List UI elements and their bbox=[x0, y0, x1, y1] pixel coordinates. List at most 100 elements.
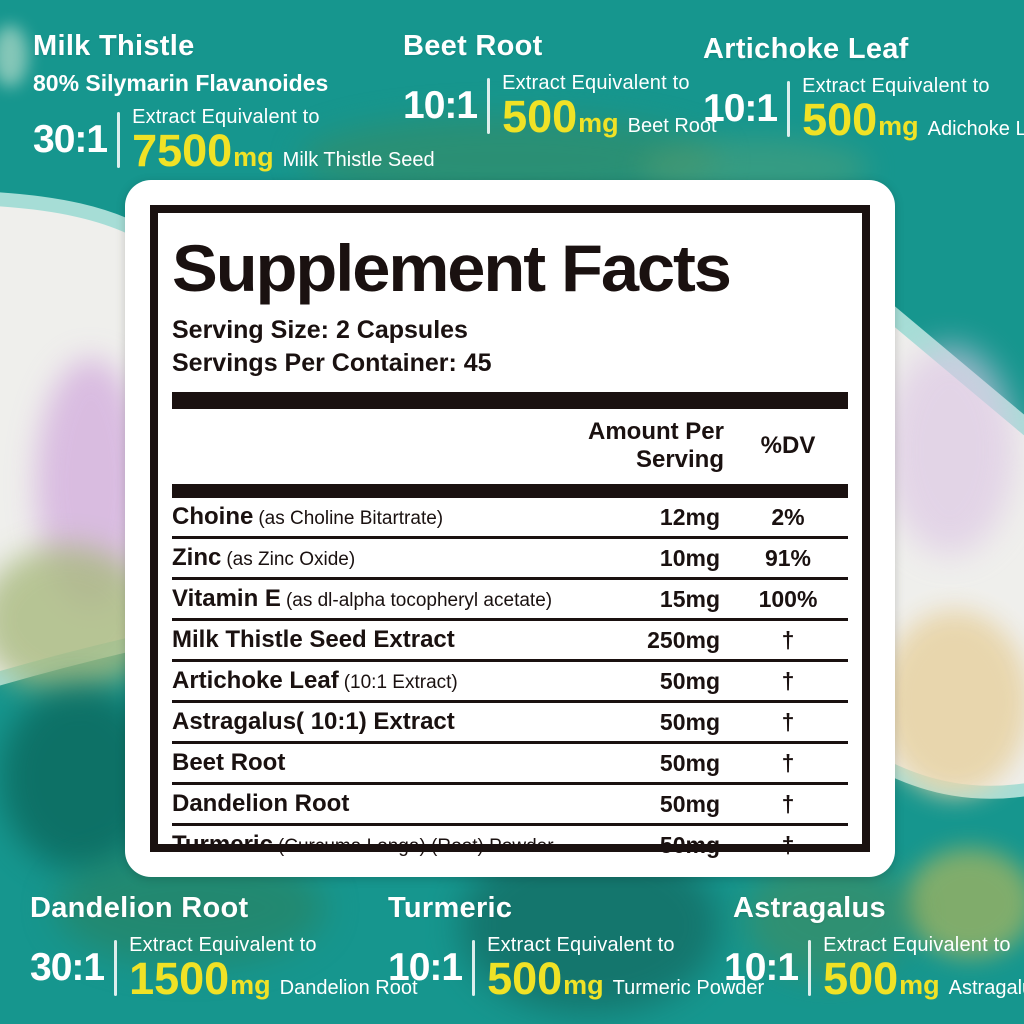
callout-extract-row: 30:1 Extract Equivalent to 1500 mg Dande… bbox=[30, 934, 418, 1001]
callout-astragalus: Astragalus 10:1 Extract Equivalent to 50… bbox=[724, 892, 1024, 1001]
divider-bar-mid bbox=[172, 484, 848, 499]
extract-amount-line: 1500 mg Dandelion Root bbox=[129, 956, 417, 1001]
ingredient-dv: † bbox=[781, 667, 795, 694]
ingredient-name: Vitamin E bbox=[172, 585, 281, 613]
ingredient-dv: 2% bbox=[771, 503, 805, 530]
ingredient-detail: (as dl-alpha tocopheryl acetate) bbox=[285, 590, 553, 612]
ingredient-row-turmeric: Turmeric (Curcuma Longa) (Root) Powder 50… bbox=[172, 823, 848, 864]
callout-title: Turmeric bbox=[388, 892, 513, 924]
ingredient-row-artichoke: Artichoke Leaf (10:1 Extract) 50mg † bbox=[172, 659, 848, 700]
extract-unit: mg bbox=[233, 142, 274, 172]
extract-amount: 500 bbox=[502, 91, 578, 142]
column-header-row: Amount Per Serving %DV bbox=[172, 409, 848, 484]
ingredient-dv: † bbox=[781, 790, 795, 817]
extract-amount: 7500 bbox=[132, 125, 233, 176]
extract-unit: mg bbox=[230, 970, 271, 1000]
extract-equivalent-label: Extract Equivalent to bbox=[487, 934, 675, 956]
blurred-greens-bottom-mid-right bbox=[745, 858, 915, 978]
ratio-divider-line bbox=[808, 939, 812, 996]
extract-ratio: 30:1 bbox=[33, 118, 108, 161]
ingredient-amount: 50mg bbox=[659, 831, 720, 858]
ingredient-name: Dandelion Root bbox=[172, 790, 350, 818]
ratio-divider-line bbox=[472, 939, 476, 996]
ingredient-amount: 50mg bbox=[659, 790, 720, 817]
callout-artichoke-leaf: Artichoke Leaf 10:1 Extract Equivalent t… bbox=[703, 33, 1024, 142]
callout-turmeric: Turmeric 10:1 Extract Equivalent to 500 … bbox=[388, 892, 764, 1001]
ingredient-amount: 250mg bbox=[647, 626, 720, 653]
extract-ratio: 10:1 bbox=[703, 87, 778, 130]
extract-amount: 500 bbox=[823, 953, 899, 1004]
extract-source: Milk Thistle Seed bbox=[282, 149, 435, 171]
column-header-amount: Amount Per Serving bbox=[587, 418, 724, 474]
callout-extract-row: 10:1 Extract Equivalent to 500 mg Astrag… bbox=[724, 934, 1024, 1001]
ingredient-name: Artichoke Leaf bbox=[172, 667, 339, 695]
extract-unit: mg bbox=[578, 108, 619, 138]
ingredient-amount: 50mg bbox=[659, 749, 720, 776]
ingredient-dv: 91% bbox=[764, 544, 812, 571]
extract-source: Beet Root bbox=[627, 115, 717, 137]
callout-extract-row: 10:1 Extract Equivalent to 500 mg Turmer… bbox=[388, 934, 764, 1001]
ingredient-name: Astragalus( 10:1) Extract bbox=[172, 708, 455, 736]
extract-ratio: 10:1 bbox=[388, 946, 463, 989]
extract-equivalent-label: Extract Equivalent to bbox=[129, 934, 317, 956]
supplement-facts-frame: Supplement Facts Serving Size: 2 Capsule… bbox=[150, 205, 870, 858]
ingredient-name: Turmeric bbox=[172, 831, 273, 859]
extract-amount-line: 500 mg Turmeric Powder bbox=[487, 956, 764, 1001]
servings-per-container: Servings Per Container: 45 bbox=[172, 348, 492, 377]
callout-title: Dandelion Root bbox=[30, 892, 249, 924]
extract-equivalent-label: Extract Equivalent to bbox=[132, 106, 320, 128]
ingredient-dv: † bbox=[781, 831, 795, 858]
ingredient-row-milk-thistle: Milk Thistle Seed Extract 250mg † bbox=[172, 618, 848, 659]
extract-ratio: 10:1 bbox=[724, 946, 799, 989]
ingredient-row-zinc: Zinc (as Zinc Oxide) 10mg 91% bbox=[172, 536, 848, 577]
callout-title: Astragalus bbox=[733, 892, 886, 924]
ingredient-name: Beet Root bbox=[172, 749, 286, 777]
ingredient-amount: 12mg bbox=[659, 503, 720, 530]
callout-milk-thistle: Milk Thistle 80% Silymarin Flavanoides 3… bbox=[33, 30, 435, 173]
ingredient-dv: † bbox=[781, 749, 795, 776]
callout-extract-row: 10:1 Extract Equivalent to 500 mg Adicho… bbox=[703, 75, 1024, 142]
extract-unit: mg bbox=[899, 970, 940, 1000]
blurred-leaf-bottom-right bbox=[905, 848, 1024, 958]
extract-amount-line: 500 mg Adichoke Leaf bbox=[802, 97, 1024, 142]
extract-equivalent-block: Extract Equivalent to 1500 mg Dandelion … bbox=[129, 934, 417, 1001]
ingredient-name-cell: Beet Root bbox=[172, 749, 558, 777]
supplement-facts-title: Supplement Facts bbox=[172, 231, 732, 305]
ingredient-row-beet-root: Beet Root 50mg † bbox=[172, 741, 848, 782]
extract-equivalent-block: Extract Equivalent to 500 mg Beet Root bbox=[502, 72, 717, 139]
ingredient-dv: † bbox=[781, 626, 795, 653]
ingredient-name-cell: Artichoke Leaf (10:1 Extract) bbox=[172, 667, 558, 695]
extract-source: Adichoke Leaf bbox=[927, 118, 1024, 140]
ingredient-amount: 50mg bbox=[659, 667, 720, 694]
extract-equivalent-label: Extract Equivalent to bbox=[502, 72, 690, 94]
ingredient-name-cell: Milk Thistle Seed Extract bbox=[172, 626, 558, 654]
column-header-dv: %DV bbox=[760, 432, 816, 460]
serving-size: Serving Size: 2 Capsules bbox=[172, 316, 468, 345]
extract-amount: 500 bbox=[487, 953, 563, 1004]
ingredient-name: Choine bbox=[172, 503, 254, 531]
blurred-highlight-top-left bbox=[0, 25, 28, 87]
extract-source: Dandelion Root bbox=[279, 977, 418, 999]
extract-equivalent-block: Extract Equivalent to 7500 mg Milk Thist… bbox=[132, 106, 435, 173]
ingredient-row-dandelion: Dandelion Root 50mg † bbox=[172, 782, 848, 823]
extract-amount: 1500 bbox=[129, 953, 230, 1004]
ratio-divider-line bbox=[114, 939, 118, 996]
ingredient-row-vitamin-e: Vitamin E (as dl-alpha tocopheryl acetate… bbox=[172, 577, 848, 618]
extract-unit: mg bbox=[563, 970, 604, 1000]
ingredient-amount: 50mg bbox=[659, 708, 720, 735]
blurred-flower-right bbox=[885, 345, 1015, 555]
ingredient-name-cell: Dandelion Root bbox=[172, 790, 558, 818]
ingredient-amount: 15mg bbox=[659, 585, 720, 612]
extract-equivalent-block: Extract Equivalent to 500 mg Turmeric Po… bbox=[487, 934, 764, 1001]
ratio-divider-line bbox=[787, 80, 791, 137]
callout-extract-row: 30:1 Extract Equivalent to 7500 mg Milk … bbox=[33, 106, 435, 173]
ingredient-name-cell: Vitamin E (as dl-alpha tocopheryl acetate… bbox=[172, 585, 558, 613]
extract-ratio: 10:1 bbox=[403, 84, 478, 127]
supplement-facts-card: Supplement Facts Serving Size: 2 Capsule… bbox=[125, 180, 895, 877]
extract-ratio: 30:1 bbox=[30, 946, 105, 989]
ingredient-name-cell: Choine (as Choline Bitartrate) bbox=[172, 503, 558, 531]
ingredient-name: Milk Thistle Seed Extract bbox=[172, 626, 455, 654]
extract-amount: 500 bbox=[802, 94, 878, 145]
ingredient-name-cell: Turmeric (Curcuma Longa) (Root) Powder bbox=[172, 831, 558, 859]
